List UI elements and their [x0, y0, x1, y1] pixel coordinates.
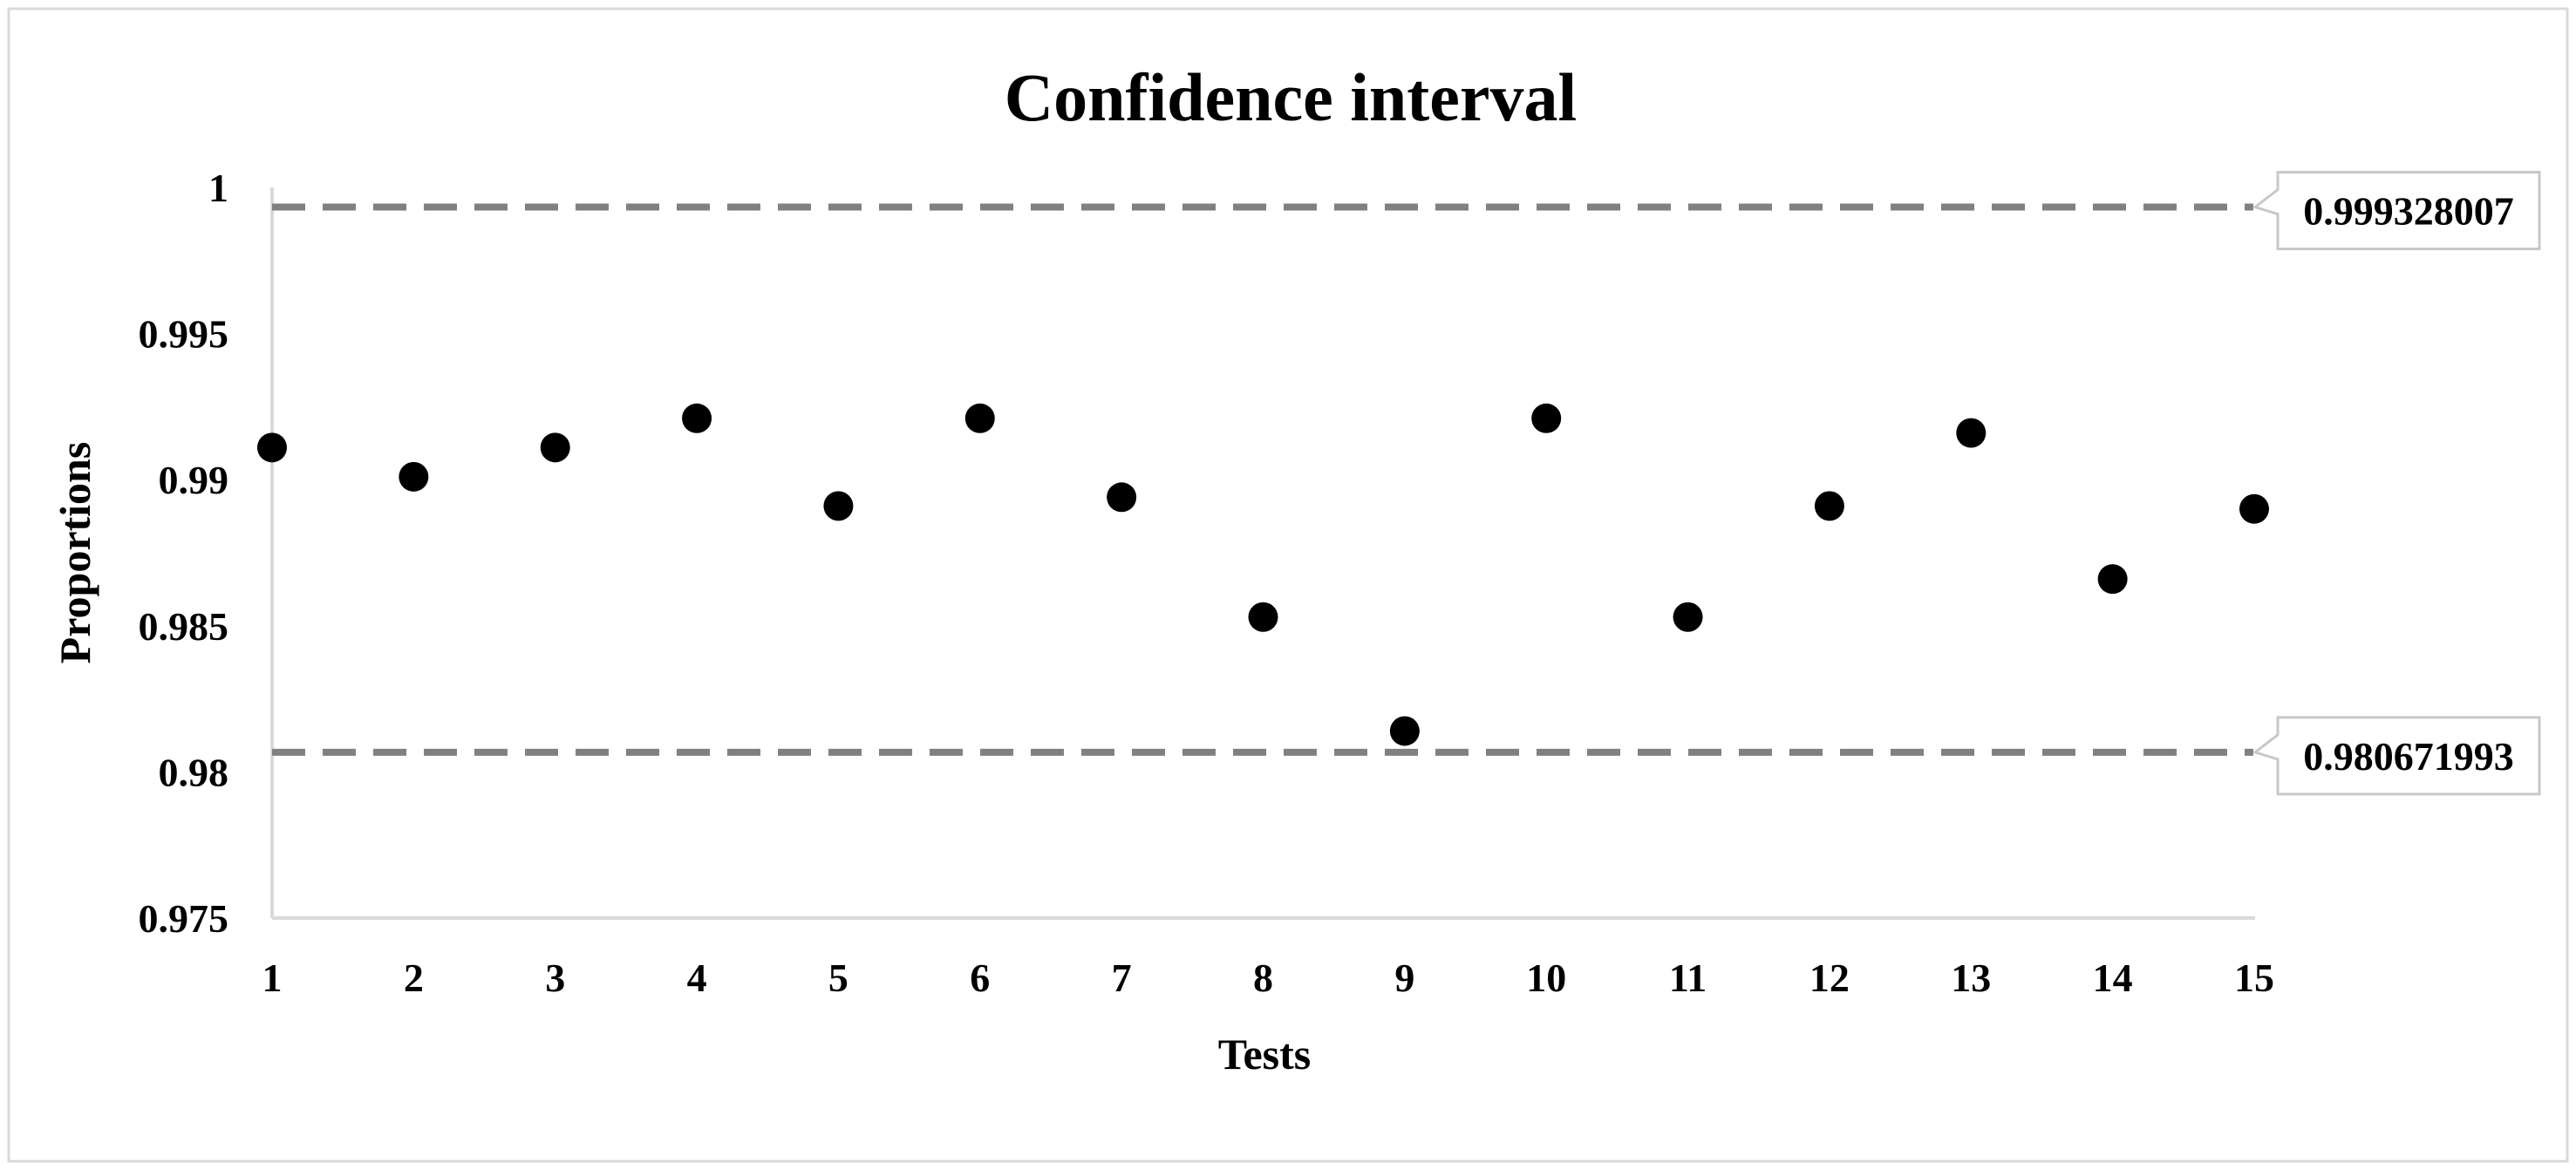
data-point — [1107, 482, 1137, 513]
y-tick-label: 0.995 — [139, 312, 229, 357]
x-tick-label: 6 — [970, 956, 990, 1000]
data-point — [1814, 491, 1844, 521]
data-point — [1531, 403, 1562, 433]
data-points — [257, 403, 2269, 746]
x-tick-label: 7 — [1112, 956, 1132, 1000]
x-tick-label: 9 — [1394, 956, 1414, 1000]
x-tick-label: 11 — [1669, 956, 1707, 1000]
data-point — [1389, 716, 1420, 746]
data-point — [399, 461, 429, 492]
x-tick-label: 4 — [687, 956, 707, 1000]
data-point — [1956, 418, 1987, 448]
chart-frame — [7, 7, 2569, 1163]
data-point — [682, 403, 712, 433]
data-point — [964, 403, 995, 433]
y-tick-label: 1 — [208, 166, 228, 210]
x-tick-label: 3 — [545, 956, 565, 1000]
data-point — [1248, 602, 1278, 632]
data-point — [823, 491, 854, 521]
y-tick-labels: 0.975 0.98 0.985 0.99 0.995 1 — [139, 166, 229, 941]
reference-lines: 0.999328007 0.980671993 — [272, 171, 2541, 796]
data-point — [2097, 564, 2128, 595]
x-tick-label: 1 — [262, 956, 283, 1000]
x-tick-label: 15 — [2234, 956, 2274, 1000]
y-tick-label: 0.99 — [159, 458, 229, 502]
x-tick-label: 8 — [1253, 956, 1273, 1000]
reference-line-callout — [2252, 171, 2541, 251]
y-tick-label: 0.985 — [139, 604, 229, 649]
reference-line-label: 0.980671993 — [2303, 734, 2514, 779]
y-axis-label: Proportions — [51, 442, 99, 664]
x-tick-label: 5 — [828, 956, 848, 1000]
x-tick-label: 10 — [1526, 956, 1566, 1000]
chart-title: Confidence interval — [1005, 59, 1577, 135]
reference-line-label: 0.999328007 — [2303, 189, 2514, 234]
data-point — [2239, 493, 2269, 524]
data-point — [1673, 602, 1703, 632]
y-tick-label: 0.98 — [159, 750, 229, 794]
data-point — [257, 432, 287, 463]
reference-line-callout — [2252, 716, 2541, 796]
y-tick-label: 0.975 — [139, 896, 229, 941]
x-tick-label: 14 — [2093, 956, 2133, 1000]
x-axis-label: Tests — [1218, 1030, 1312, 1078]
data-point — [540, 432, 570, 463]
x-tick-label: 2 — [404, 956, 424, 1000]
x-tick-label: 12 — [1809, 956, 1850, 1000]
x-tick-label: 13 — [1951, 956, 1991, 1000]
x-tick-labels: 1 2 3 4 5 6 7 8 9 10 11 12 13 14 15 — [262, 956, 2275, 1000]
